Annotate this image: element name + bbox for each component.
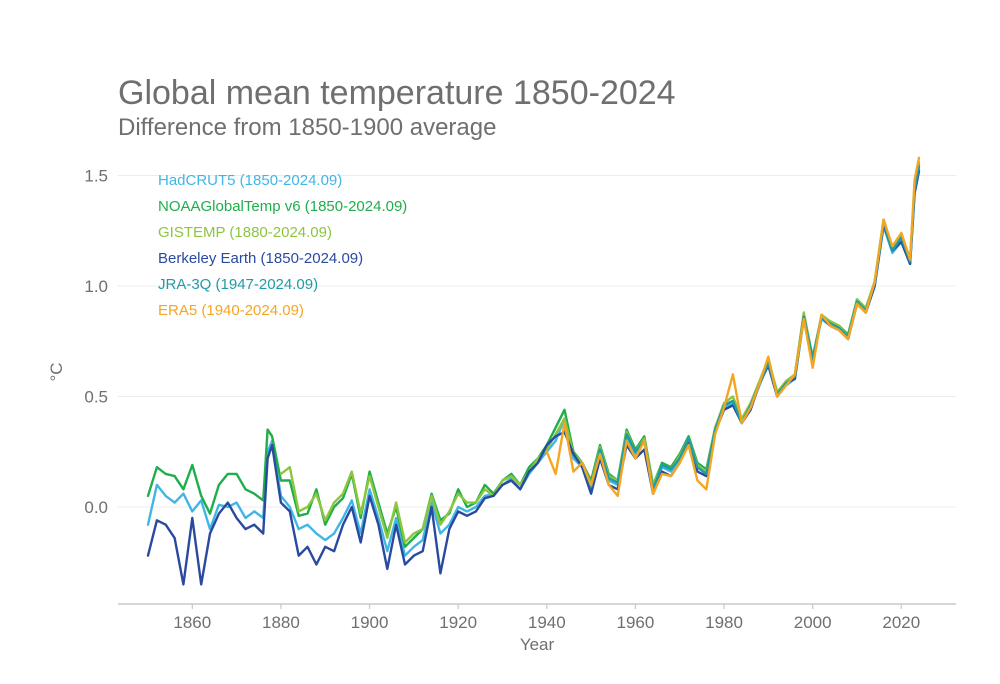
x-tick-label: 1900 — [351, 613, 389, 632]
legend-entry: HadCRUT5 (1850-2024.09) — [158, 172, 342, 189]
y-tick-label: 1.5 — [84, 167, 108, 186]
grid-lines — [118, 175, 956, 508]
x-axis-label: Year — [520, 635, 555, 654]
y-tick-label: 1.0 — [84, 277, 108, 296]
x-tick-label: 1980 — [705, 613, 743, 632]
legend-entry: NOAAGlobalTemp v6 (1850-2024.09) — [158, 198, 407, 215]
series-lines — [146, 156, 921, 586]
series-line-2 — [146, 163, 921, 548]
chart-subtitle: Difference from 1850-1900 average — [118, 114, 496, 141]
x-tick-label: 2000 — [794, 613, 832, 632]
y-tick-label: 0.5 — [84, 388, 108, 407]
x-tick-label: 2020 — [882, 613, 920, 632]
x-tick-label: 1860 — [173, 613, 211, 632]
x-tick-label: 1880 — [262, 613, 300, 632]
x-tick-label: 1940 — [528, 613, 566, 632]
y-axis-label: °C — [47, 362, 66, 381]
chart-title: Global mean temperature 1850-2024 — [118, 74, 676, 112]
legend-entry: ERA5 (1940-2024.09) — [158, 302, 304, 319]
x-tick-label: 1920 — [439, 613, 477, 632]
legend: HadCRUT5 (1850-2024.09) NOAAGlobalTemp v6… — [158, 172, 407, 319]
x-tick-label: 1960 — [616, 613, 654, 632]
x-axis-ticks: 1860 1880 1900 1920 1940 1960 1980 2000 2020 — [173, 604, 920, 632]
series-line-3 — [279, 160, 921, 544]
y-axis-ticks: 1.5 1.0 0.5 0.0 — [84, 167, 108, 518]
y-tick-label: 0.0 — [84, 498, 108, 517]
legend-entry: Berkeley Earth (1850-2024.09) — [158, 250, 363, 267]
series-line-6 — [545, 156, 921, 498]
legend-entry: GISTEMP (1880-2024.09) — [158, 224, 332, 241]
legend-entry: JRA-3Q (1947-2024.09) — [158, 276, 318, 293]
